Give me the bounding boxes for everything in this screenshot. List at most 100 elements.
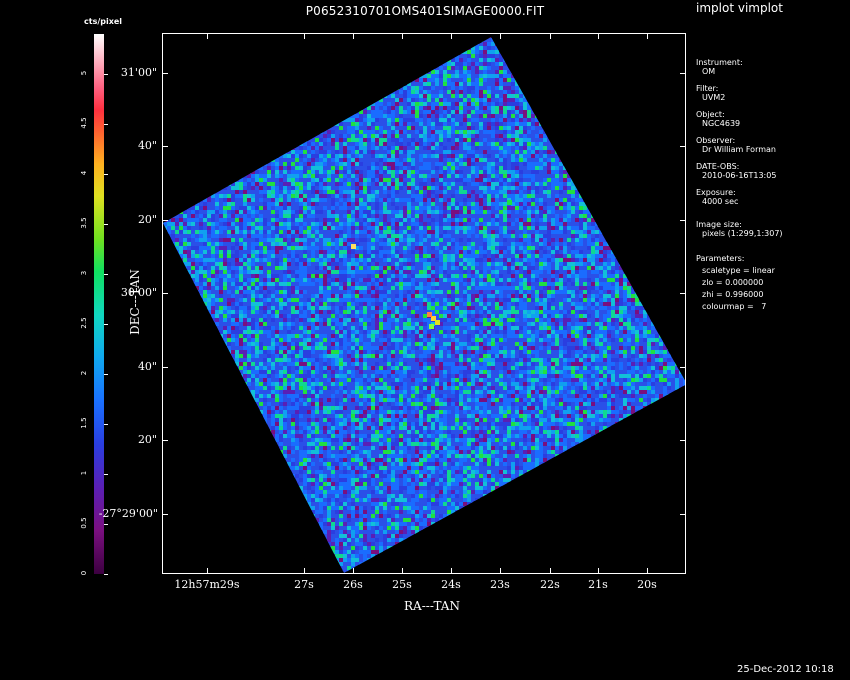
x-tick — [451, 33, 452, 39]
param-zhi: zhi = 0.996000 — [702, 290, 764, 299]
x-tick — [647, 568, 648, 574]
colorbar-tick-label: 2 — [80, 370, 88, 376]
observer-value: Dr William Forman — [702, 145, 776, 154]
x-tick — [304, 568, 305, 574]
colorbar-tick — [104, 124, 108, 125]
y-tick — [680, 367, 686, 368]
app-title: implot vimplot — [696, 1, 783, 15]
colorbar-tick-label: 5 — [80, 70, 88, 76]
y-tick-label: 20" — [137, 213, 157, 226]
x-tick — [598, 568, 599, 574]
y-tick-label: 20" — [137, 433, 157, 446]
colorbar — [94, 34, 104, 574]
param-scaletype: scaletype = linear — [702, 266, 775, 275]
x-tick — [402, 33, 403, 39]
params-label: Parameters: — [696, 254, 745, 263]
exposure-value: 4000 sec — [702, 197, 739, 206]
timestamp: 25-Dec-2012 10:18 — [737, 664, 834, 675]
x-tick — [451, 568, 452, 574]
y-tick — [162, 367, 168, 368]
x-tick — [647, 33, 648, 39]
colorbar-tick-label: 3 — [80, 270, 88, 276]
colorbar-tick-label: 4 — [80, 170, 88, 176]
x-tick — [353, 33, 354, 39]
colorbar-tick-label: 1.5 — [80, 417, 88, 429]
colorbar-tick — [104, 524, 108, 525]
colorbar-tick — [104, 274, 108, 275]
plot-frame — [162, 33, 686, 574]
y-axis-title: DEC---TAN — [128, 269, 142, 335]
colorbar-tick — [104, 74, 108, 75]
x-tick — [598, 33, 599, 39]
y-tick — [680, 293, 686, 294]
exposure-label: Exposure: — [696, 188, 736, 197]
param-colourmap: colourmap = 7 — [702, 302, 767, 311]
colorbar-tick-label: 3.5 — [80, 217, 88, 229]
y-tick-label: -27°29'00" — [98, 507, 158, 520]
y-tick — [162, 440, 168, 441]
y-tick-label: 31'00" — [120, 66, 157, 79]
y-tick-label: 40" — [137, 139, 157, 152]
colorbar-tick — [104, 574, 108, 575]
y-tick — [680, 73, 686, 74]
y-tick — [162, 293, 168, 294]
y-tick — [162, 514, 168, 515]
x-axis-title: RA---TAN — [404, 599, 460, 613]
filter-value: UVM2 — [702, 93, 726, 102]
sky-image — [163, 37, 685, 573]
y-tick-label: 40" — [137, 360, 157, 373]
date-value: 2010-06-16T13:05 — [702, 171, 777, 180]
colorbar-tick-label: 1 — [80, 470, 88, 476]
x-tick — [304, 33, 305, 39]
y-tick-label: 30'00" — [120, 286, 157, 299]
y-tick — [162, 146, 168, 147]
x-tick — [500, 33, 501, 39]
x-tick — [550, 33, 551, 39]
x-tick-label: 27s — [294, 578, 314, 591]
date-label: DATE-OBS: — [696, 162, 740, 171]
x-tick — [500, 568, 501, 574]
colorbar-tick — [104, 224, 108, 225]
instrument-label: Instrument: — [696, 58, 743, 67]
observer-label: Observer: — [696, 136, 736, 145]
colorbar-tick-label: 2.5 — [80, 317, 88, 329]
instrument-value: OM — [702, 67, 716, 76]
y-tick — [680, 440, 686, 441]
x-tick-label: 23s — [490, 578, 510, 591]
size-label: Image size: — [696, 220, 742, 229]
x-tick — [207, 568, 208, 574]
colorbar-tick-label: 4.5 — [80, 117, 88, 129]
x-tick-label: 25s — [392, 578, 412, 591]
x-tick — [207, 33, 208, 39]
y-tick — [162, 220, 168, 221]
colorbar-tick — [104, 174, 108, 175]
colorbar-tick-label: 0 — [80, 570, 88, 576]
colorbar-tick — [104, 474, 108, 475]
x-tick — [402, 568, 403, 574]
x-tick-label: 22s — [540, 578, 560, 591]
info-panel: Instrument: OM Filter: UVM2 Object: NGC4… — [696, 59, 783, 312]
param-zlo: zlo = 0.000000 — [702, 278, 764, 287]
colorbar-label: cts/pixel — [84, 17, 123, 26]
x-tick-label: 26s — [343, 578, 363, 591]
size-value: pixels (1:299,1:307) — [702, 229, 783, 238]
y-tick — [680, 514, 686, 515]
pixel-field — [163, 37, 685, 573]
x-tick-label: 12h57m29s — [174, 578, 240, 591]
image-title: P0652310701OMS401SIMAGE0000.FIT — [305, 4, 545, 18]
y-tick — [162, 73, 168, 74]
object-value: NGC4639 — [702, 119, 741, 128]
object-label: Object: — [696, 110, 725, 119]
colorbar-tick-label: 0.5 — [80, 517, 88, 529]
colorbar-tick — [104, 324, 108, 325]
y-tick — [680, 146, 686, 147]
x-tick-label: 21s — [588, 578, 608, 591]
colorbar-tick — [104, 374, 108, 375]
x-tick-label: 20s — [637, 578, 657, 591]
x-tick — [353, 568, 354, 574]
x-tick-label: 24s — [441, 578, 461, 591]
y-tick — [680, 220, 686, 221]
filter-label: Filter: — [696, 84, 719, 93]
x-tick — [550, 568, 551, 574]
colorbar-tick — [104, 424, 108, 425]
